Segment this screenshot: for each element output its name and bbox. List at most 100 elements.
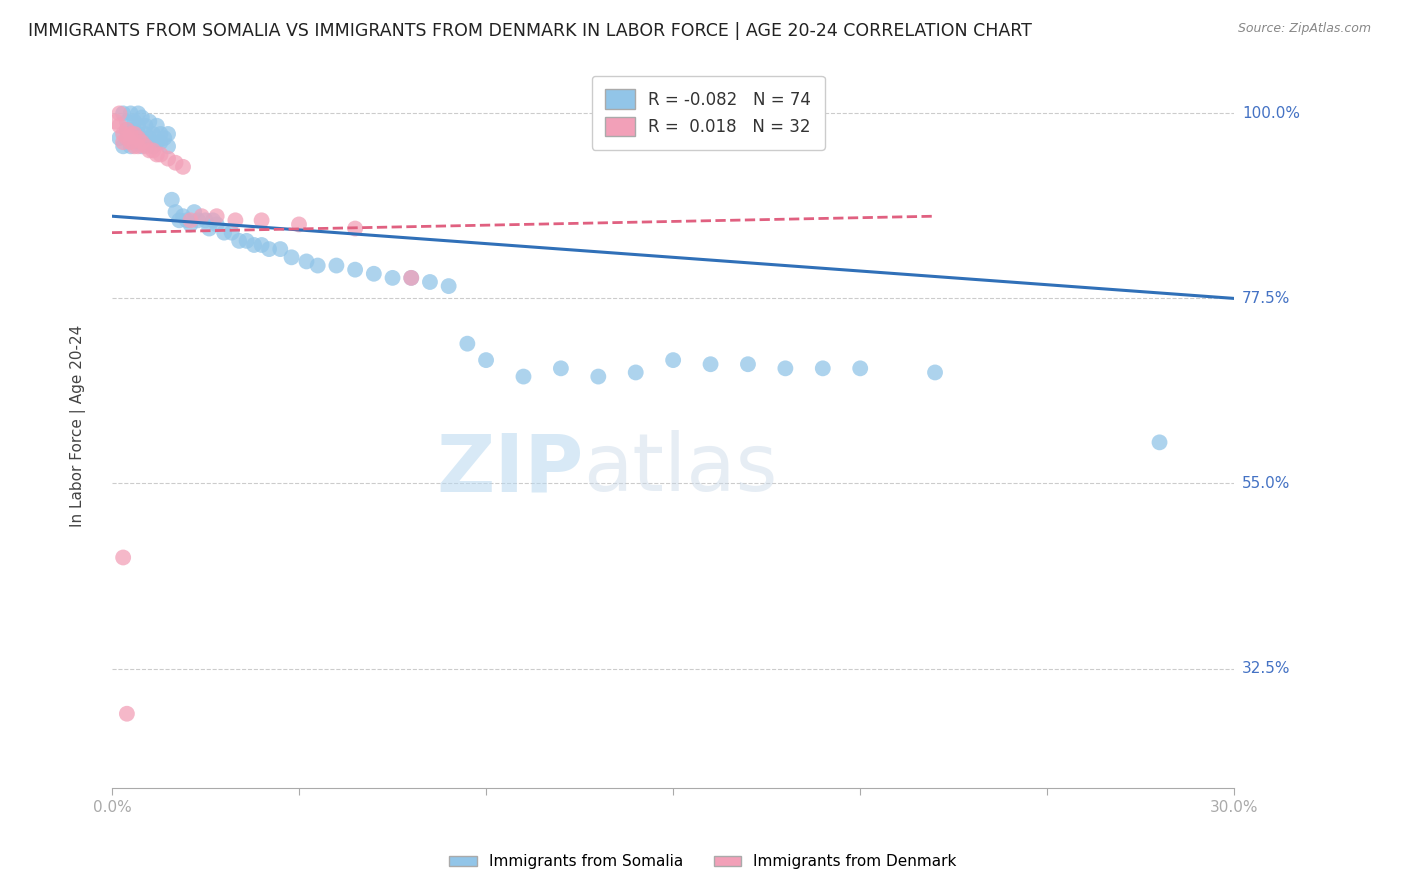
Text: atlas: atlas [583, 430, 778, 508]
Point [849, 361, 872, 376]
Point [1149, 435, 1171, 450]
Point [115, 706, 138, 721]
Point [257, 242, 280, 256]
Point [149, 147, 172, 161]
Point [243, 238, 266, 252]
Point [157, 139, 180, 153]
Point [115, 114, 138, 128]
Point [550, 361, 572, 376]
Point [775, 361, 797, 376]
Point [811, 361, 834, 376]
Point [198, 221, 221, 235]
Point [205, 209, 228, 223]
Point [160, 193, 183, 207]
Point [112, 106, 135, 120]
Point [295, 254, 318, 268]
Point [325, 259, 347, 273]
Point [112, 550, 135, 565]
Point [138, 144, 160, 158]
Point [512, 369, 534, 384]
Point [131, 139, 153, 153]
Text: IMMIGRANTS FROM SOMALIA VS IMMIGRANTS FROM DENMARK IN LABOR FORCE | AGE 20-24 CO: IMMIGRANTS FROM SOMALIA VS IMMIGRANTS FR… [28, 22, 1032, 40]
Point [363, 267, 385, 281]
Point [157, 127, 180, 141]
Point [120, 135, 142, 149]
Point [381, 271, 404, 285]
Point [228, 234, 250, 248]
Point [112, 127, 135, 141]
Point [194, 213, 217, 227]
Legend: Immigrants from Somalia, Immigrants from Denmark: Immigrants from Somalia, Immigrants from… [443, 848, 963, 875]
Point [149, 127, 172, 141]
Point [201, 213, 224, 227]
Point [190, 209, 212, 223]
Point [153, 131, 176, 145]
Point [124, 114, 146, 128]
Point [142, 127, 165, 141]
Point [112, 139, 135, 153]
Point [131, 111, 153, 125]
Point [120, 127, 142, 141]
Point [172, 209, 194, 223]
Point [250, 213, 273, 227]
Text: Source: ZipAtlas.com: Source: ZipAtlas.com [1237, 22, 1371, 36]
Point [344, 262, 367, 277]
Point [127, 119, 149, 133]
Point [127, 106, 149, 120]
Point [344, 221, 367, 235]
Text: 77.5%: 77.5% [1241, 291, 1291, 306]
Point [120, 106, 142, 120]
Point [176, 213, 198, 227]
Point [108, 119, 131, 133]
Point [624, 366, 647, 380]
Point [924, 366, 946, 380]
Point [399, 271, 422, 285]
Point [269, 242, 291, 256]
Point [124, 139, 146, 153]
Point [138, 114, 160, 128]
Point [437, 279, 460, 293]
Point [115, 123, 138, 137]
Point [124, 123, 146, 137]
Point [172, 160, 194, 174]
Text: 55.0%: 55.0% [1241, 476, 1291, 491]
Point [124, 131, 146, 145]
Point [135, 139, 157, 153]
Point [419, 275, 441, 289]
Point [131, 135, 153, 149]
Point [212, 226, 235, 240]
Point [135, 127, 157, 141]
Point [183, 205, 205, 219]
Point [288, 218, 311, 232]
Legend: R = -0.082   N = 74, R =  0.018   N = 32: R = -0.082 N = 74, R = 0.018 N = 32 [592, 76, 824, 150]
Point [127, 139, 149, 153]
Text: ZIP: ZIP [436, 430, 583, 508]
Point [179, 218, 201, 232]
Point [280, 250, 302, 264]
Point [104, 114, 127, 128]
Point [115, 123, 138, 137]
Text: 32.5%: 32.5% [1241, 661, 1291, 676]
Point [250, 238, 273, 252]
Point [127, 127, 149, 141]
Point [307, 259, 329, 273]
Point [146, 147, 169, 161]
Point [157, 152, 180, 166]
Text: 100.0%: 100.0% [1241, 106, 1299, 121]
Point [135, 119, 157, 133]
Point [142, 139, 165, 153]
Point [169, 213, 191, 227]
Point [138, 131, 160, 145]
Point [165, 155, 187, 169]
Point [146, 119, 169, 133]
Point [120, 131, 142, 145]
Point [699, 357, 721, 371]
Point [205, 218, 228, 232]
Point [662, 353, 685, 368]
Point [124, 127, 146, 141]
Point [737, 357, 759, 371]
Point [179, 213, 201, 227]
Point [235, 234, 257, 248]
Point [142, 144, 165, 158]
Point [131, 131, 153, 145]
